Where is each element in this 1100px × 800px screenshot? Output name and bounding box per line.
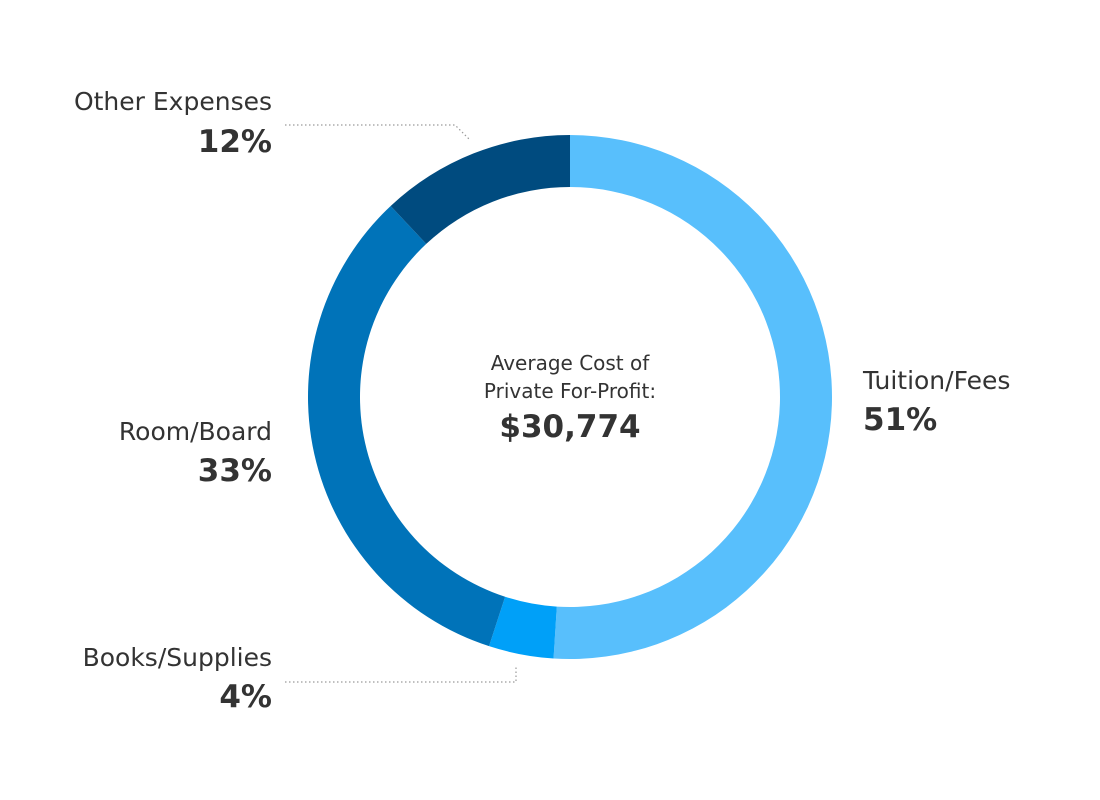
slice-value-books-supplies: 4% — [219, 679, 272, 715]
slice-value-other-expenses: 12% — [198, 124, 272, 160]
slice-books-supplies — [489, 596, 557, 659]
slice-label-tuition-fees: Tuition/Fees — [862, 366, 1010, 395]
slice-value-room-board: 33% — [198, 453, 272, 489]
center-label-line1: Average Cost of — [491, 351, 651, 375]
center-label-line2: Private For-Profit: — [484, 379, 656, 403]
slice-tuition-fees — [553, 135, 832, 659]
slice-label-books-supplies: Books/Supplies — [83, 643, 272, 672]
center-total-value: $30,774 — [499, 409, 640, 445]
slice-room-board — [307, 206, 506, 647]
slice-other-expenses — [390, 135, 570, 244]
slice-value-tuition-fees: 51% — [863, 402, 937, 438]
books-supplies-leader-line — [285, 667, 517, 683]
slice-label-room-board: Room/Board — [119, 417, 272, 446]
donut-slices — [307, 135, 832, 659]
other-expenses-leader-line — [285, 124, 471, 141]
slice-label-other-expenses: Other Expenses — [74, 87, 272, 116]
